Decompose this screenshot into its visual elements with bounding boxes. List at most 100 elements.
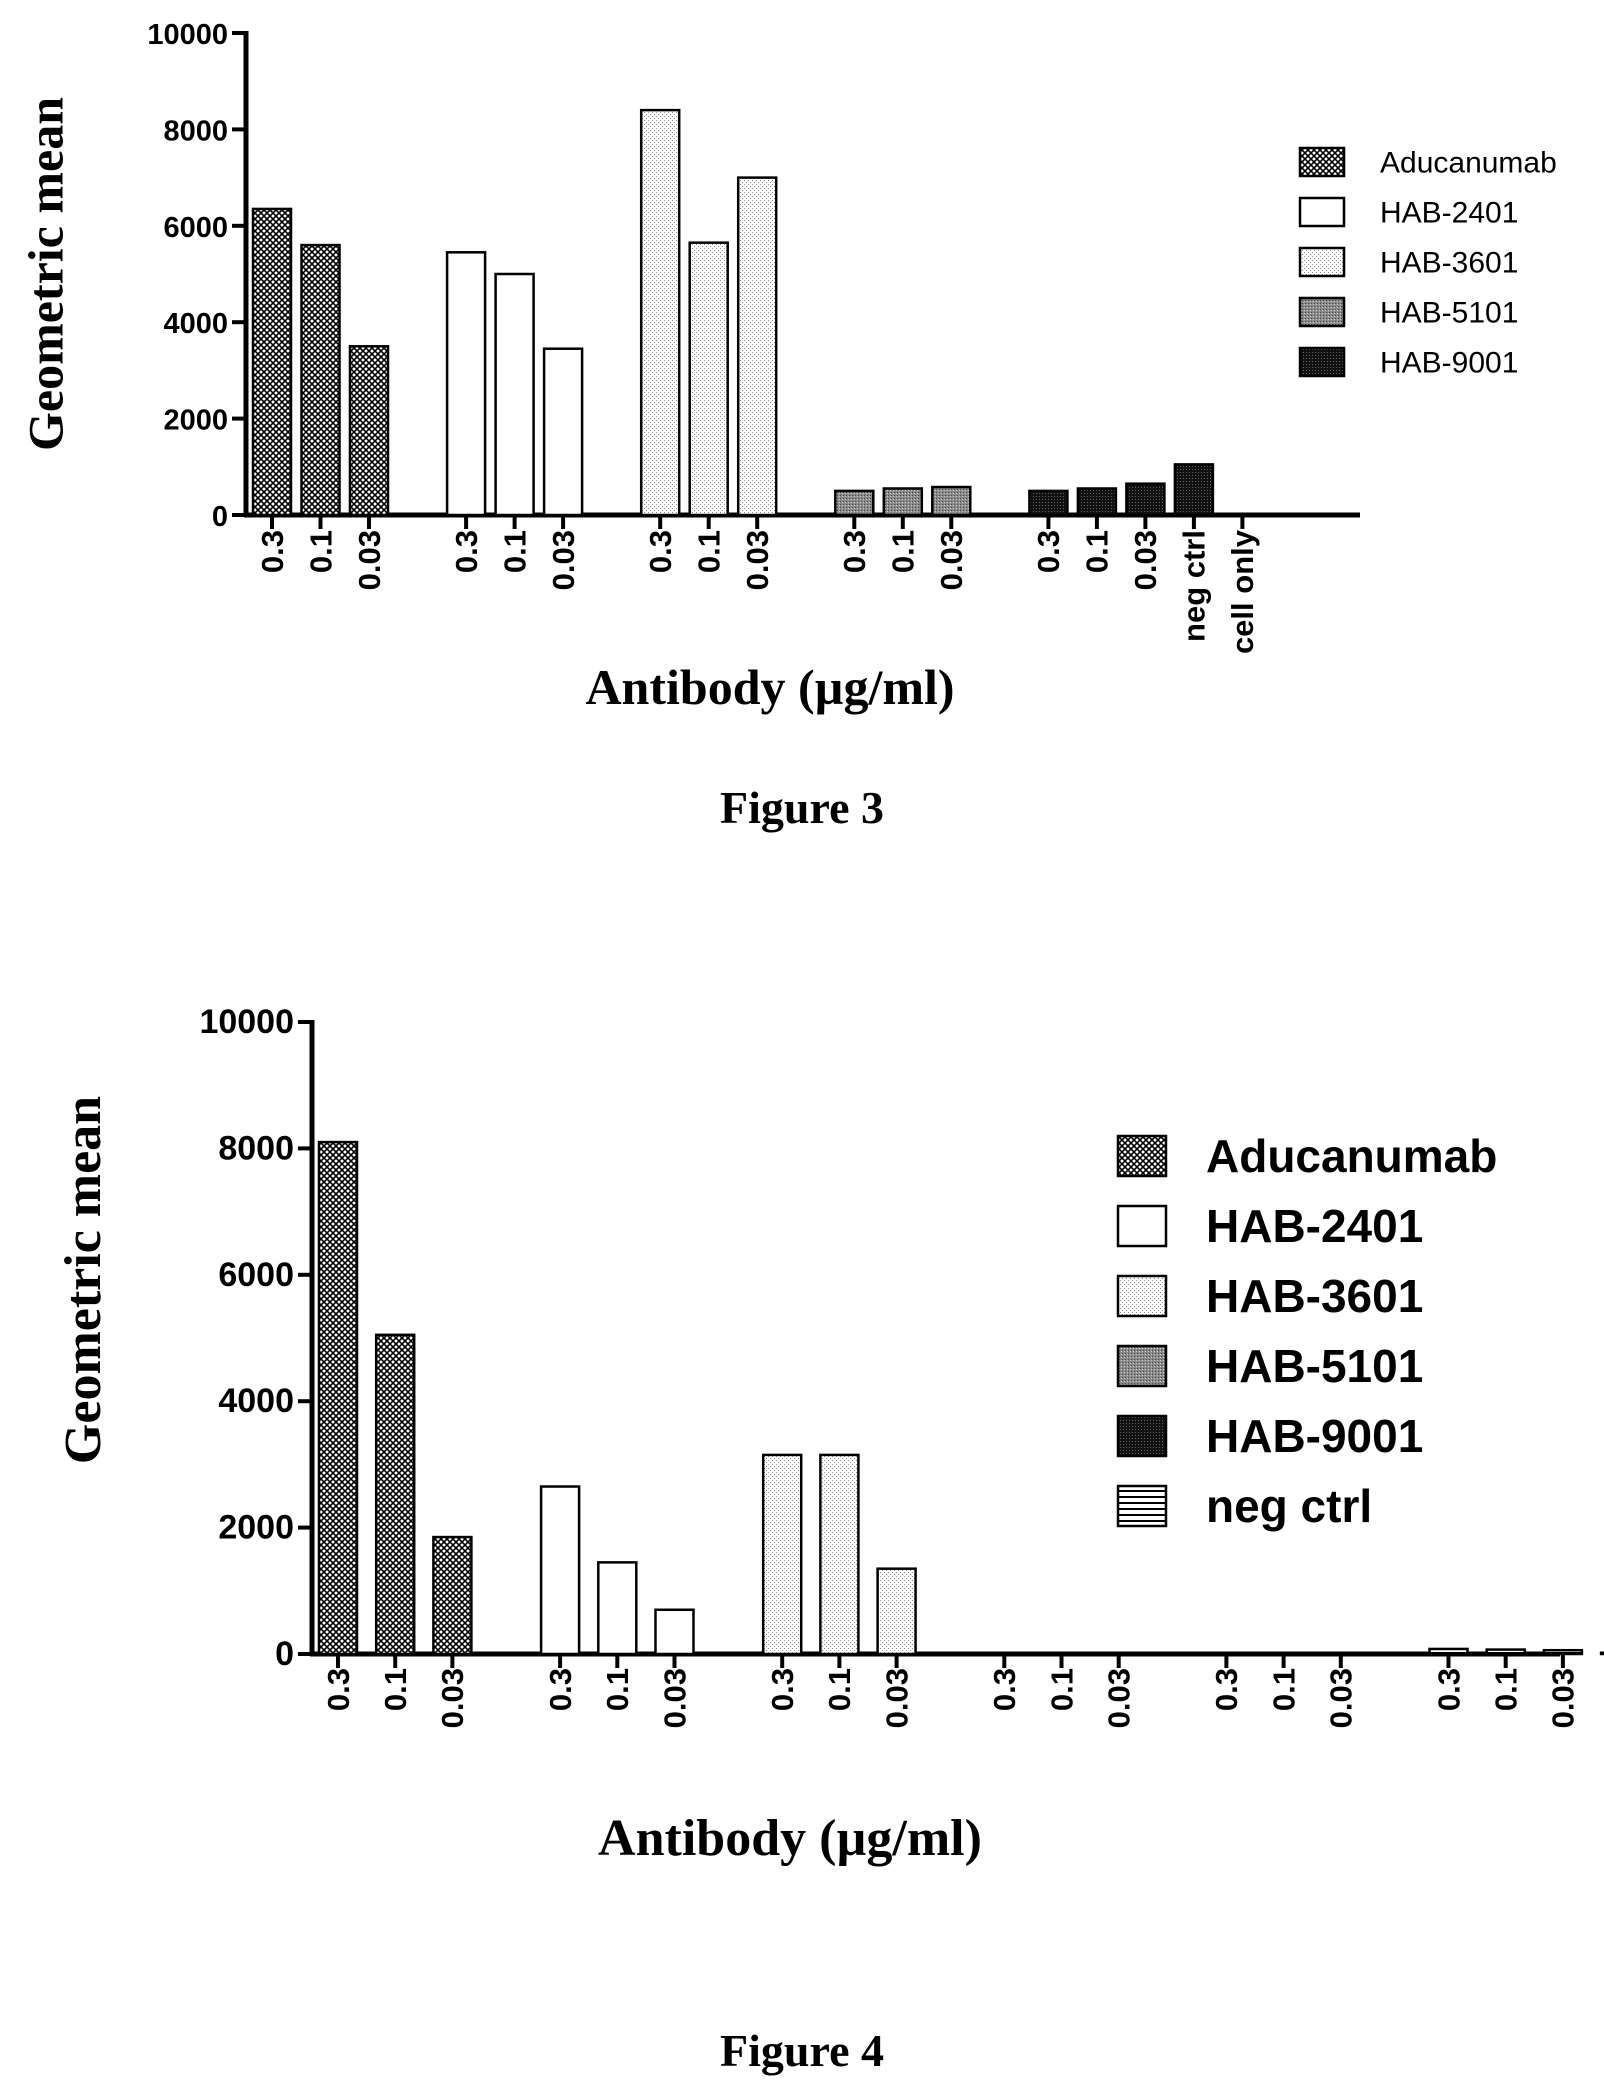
bar — [1542, 1648, 1584, 1656]
bar — [639, 108, 681, 517]
y-axis-label: Geometric mean — [55, 1096, 112, 1464]
x-tick-label: 0.3 — [643, 530, 678, 573]
y-tick-label: 6000 — [218, 1256, 294, 1294]
legend-swatch — [1298, 346, 1346, 378]
bar — [876, 1567, 917, 1656]
bar — [736, 176, 778, 517]
x-tick-label: 0.3 — [987, 1668, 1022, 1711]
bar — [432, 1535, 473, 1656]
x-tick-label: 0.03 — [934, 530, 969, 590]
legend-label: HAB-9001 — [1206, 1410, 1423, 1462]
bar — [1485, 1648, 1526, 1656]
x-tick-label: 0.1 — [822, 1668, 857, 1711]
bar — [1028, 489, 1069, 517]
x-tick-label: 0.3 — [449, 530, 484, 573]
y-axis-label: Geometric mean — [18, 97, 74, 451]
y-tick-label: 2000 — [218, 1509, 294, 1547]
x-tick-label: 0.03 — [1128, 530, 1163, 590]
x-tick-label: 0.1 — [497, 530, 532, 573]
bar — [348, 345, 390, 517]
x-tick-label: 0.1 — [1266, 1668, 1301, 1711]
bar — [374, 1333, 416, 1656]
bar — [654, 1608, 695, 1656]
bar — [1125, 482, 1166, 517]
y-tick-label: 0 — [275, 1635, 294, 1673]
bar — [445, 251, 487, 517]
x-tick-label: 0.3 — [1431, 1668, 1466, 1711]
x-tick-label: 0.03 — [546, 530, 581, 590]
legend-swatch — [1116, 1204, 1168, 1248]
figure-3-chart: 0 2000 4000 6000 8000 10000 Geometric mean Anti… — [18, 19, 1557, 715]
legend-label: HAB-2401 — [1206, 1200, 1423, 1252]
legend-swatch — [1298, 196, 1346, 228]
legend-label: Aducanumab — [1380, 147, 1557, 180]
figure-4-chart: 0 2000 4000 6000 8000 10000 Geometric mean Anti… — [55, 1003, 1604, 1867]
y-tick-label: 8000 — [218, 1129, 294, 1167]
legend-label: HAB-9001 — [1380, 347, 1518, 380]
x-tick-label: 0.03 — [657, 1668, 692, 1728]
bar — [688, 241, 729, 517]
legend-swatch — [1116, 1134, 1168, 1178]
x-tick-label: 0.03 — [435, 1668, 470, 1728]
legend-label: HAB-3601 — [1380, 247, 1518, 280]
legend: Aducanumab HAB-2401 HAB-3601 HAB-5101 HAB-90… — [1298, 147, 1557, 380]
x-axis-label: Antibody (µg/ml) — [585, 659, 954, 715]
bar — [1428, 1647, 1469, 1656]
bar — [317, 1140, 359, 1656]
x-tick-label: 0.1 — [600, 1668, 635, 1711]
x-tick-label: neg ctrl — [1177, 530, 1212, 642]
x-tick-label: 0.1 — [378, 1668, 413, 1711]
y-tick-label: 2000 — [163, 405, 228, 437]
x-tick-label: 0.3 — [1031, 530, 1066, 573]
x-tick-label: 0.1 — [886, 530, 921, 573]
y-tick-label: 10000 — [199, 1003, 294, 1041]
bar — [251, 207, 293, 517]
legend: Aducanumab HAB-2401 HAB-3601 HAB-5101 HAB-90… — [1116, 1130, 1497, 1532]
x-tick-label: 0.1 — [1044, 1668, 1079, 1711]
x-tick-label: 0.03 — [1324, 1668, 1359, 1728]
figure-4-caption: Figure 4 — [720, 2025, 884, 2076]
bar — [931, 485, 972, 517]
x-tick-label: cell only — [1603, 1667, 1604, 1792]
y-tick-label: 8000 — [163, 115, 228, 147]
x-tick-label: 0.3 — [1209, 1668, 1244, 1711]
x-tick-label: 0.1 — [1489, 1668, 1524, 1711]
bar — [1076, 487, 1118, 517]
bar — [1599, 1651, 1604, 1656]
bar — [539, 1485, 581, 1656]
x-tick-label: 0.1 — [303, 530, 338, 573]
legend-swatch — [1298, 246, 1346, 278]
y-tick-label: 6000 — [163, 212, 228, 244]
legend-swatch — [1298, 296, 1346, 328]
bar — [300, 243, 341, 517]
x-tick-label: 0.03 — [879, 1668, 914, 1728]
bar — [761, 1453, 803, 1656]
x-tick-label: 0.3 — [321, 1668, 356, 1711]
y-tick-label: 4000 — [218, 1382, 294, 1420]
bar — [882, 487, 924, 517]
bar — [597, 1561, 638, 1656]
x-tick-label: 0.03 — [1102, 1668, 1137, 1728]
legend-swatch — [1116, 1414, 1168, 1458]
y-tick-label: 4000 — [163, 308, 228, 340]
bar — [542, 347, 584, 517]
bar — [494, 272, 535, 517]
x-tick-label: 0.3 — [837, 530, 872, 573]
bar — [819, 1453, 860, 1656]
legend-swatch — [1116, 1484, 1168, 1528]
legend-label: HAB-2401 — [1380, 197, 1518, 230]
y-tick-label: 10000 — [147, 19, 228, 51]
figure-3-caption: Figure 3 — [720, 782, 884, 833]
x-tick-label: 0.3 — [255, 530, 290, 573]
x-tick-label: 0.3 — [765, 1668, 800, 1711]
bar — [1173, 463, 1215, 517]
legend-swatch — [1116, 1274, 1168, 1318]
x-tick-label: 0.1 — [1080, 530, 1115, 573]
x-axis-label: Antibody (µg/ml) — [598, 1810, 982, 1867]
legend-label: HAB-3601 — [1206, 1270, 1423, 1322]
legend-label: Aducanumab — [1206, 1130, 1497, 1182]
x-tick-label: 0.3 — [543, 1668, 578, 1711]
legend-label: HAB-5101 — [1206, 1340, 1423, 1392]
legend-swatch — [1116, 1344, 1168, 1388]
